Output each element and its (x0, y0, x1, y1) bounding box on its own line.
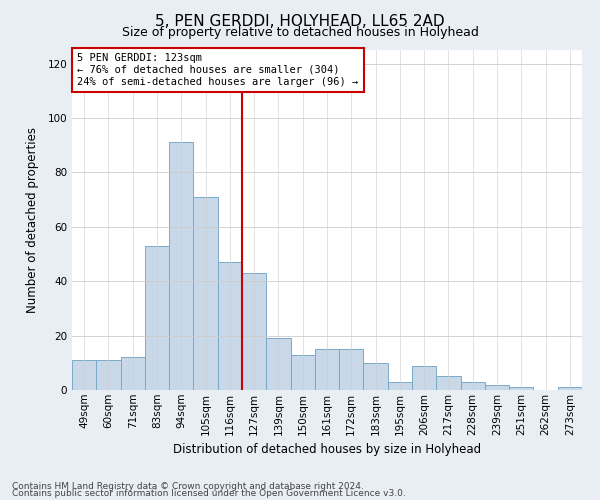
Bar (436, 376, 461, 390)
Bar (290, 354, 315, 390)
Bar (315, 349, 339, 390)
X-axis label: Distribution of detached houses by size in Holyhead: Distribution of detached houses by size … (173, 443, 481, 456)
Bar (339, 349, 364, 390)
Bar (509, 388, 533, 390)
Text: Contains HM Land Registry data © Crown copyright and database right 2024.: Contains HM Land Registry data © Crown c… (12, 482, 364, 491)
Bar (485, 384, 509, 390)
Bar (218, 262, 242, 390)
Bar (461, 382, 485, 390)
Bar (412, 366, 436, 390)
Bar (121, 358, 145, 390)
Text: Contains public sector information licensed under the Open Government Licence v3: Contains public sector information licen… (12, 490, 406, 498)
Bar (388, 382, 412, 390)
Bar (169, 142, 193, 390)
Bar (72, 360, 96, 390)
Bar (558, 388, 582, 390)
Y-axis label: Number of detached properties: Number of detached properties (26, 127, 39, 313)
Bar (266, 338, 290, 390)
Text: 5, PEN GERDDI, HOLYHEAD, LL65 2AD: 5, PEN GERDDI, HOLYHEAD, LL65 2AD (155, 14, 445, 29)
Bar (145, 246, 169, 390)
Bar (193, 197, 218, 390)
Text: 5 PEN GERDDI: 123sqm
← 76% of detached houses are smaller (304)
24% of semi-deta: 5 PEN GERDDI: 123sqm ← 76% of detached h… (77, 54, 358, 86)
Text: Size of property relative to detached houses in Holyhead: Size of property relative to detached ho… (122, 26, 478, 39)
Bar (242, 273, 266, 390)
Bar (96, 360, 121, 390)
Bar (364, 363, 388, 390)
